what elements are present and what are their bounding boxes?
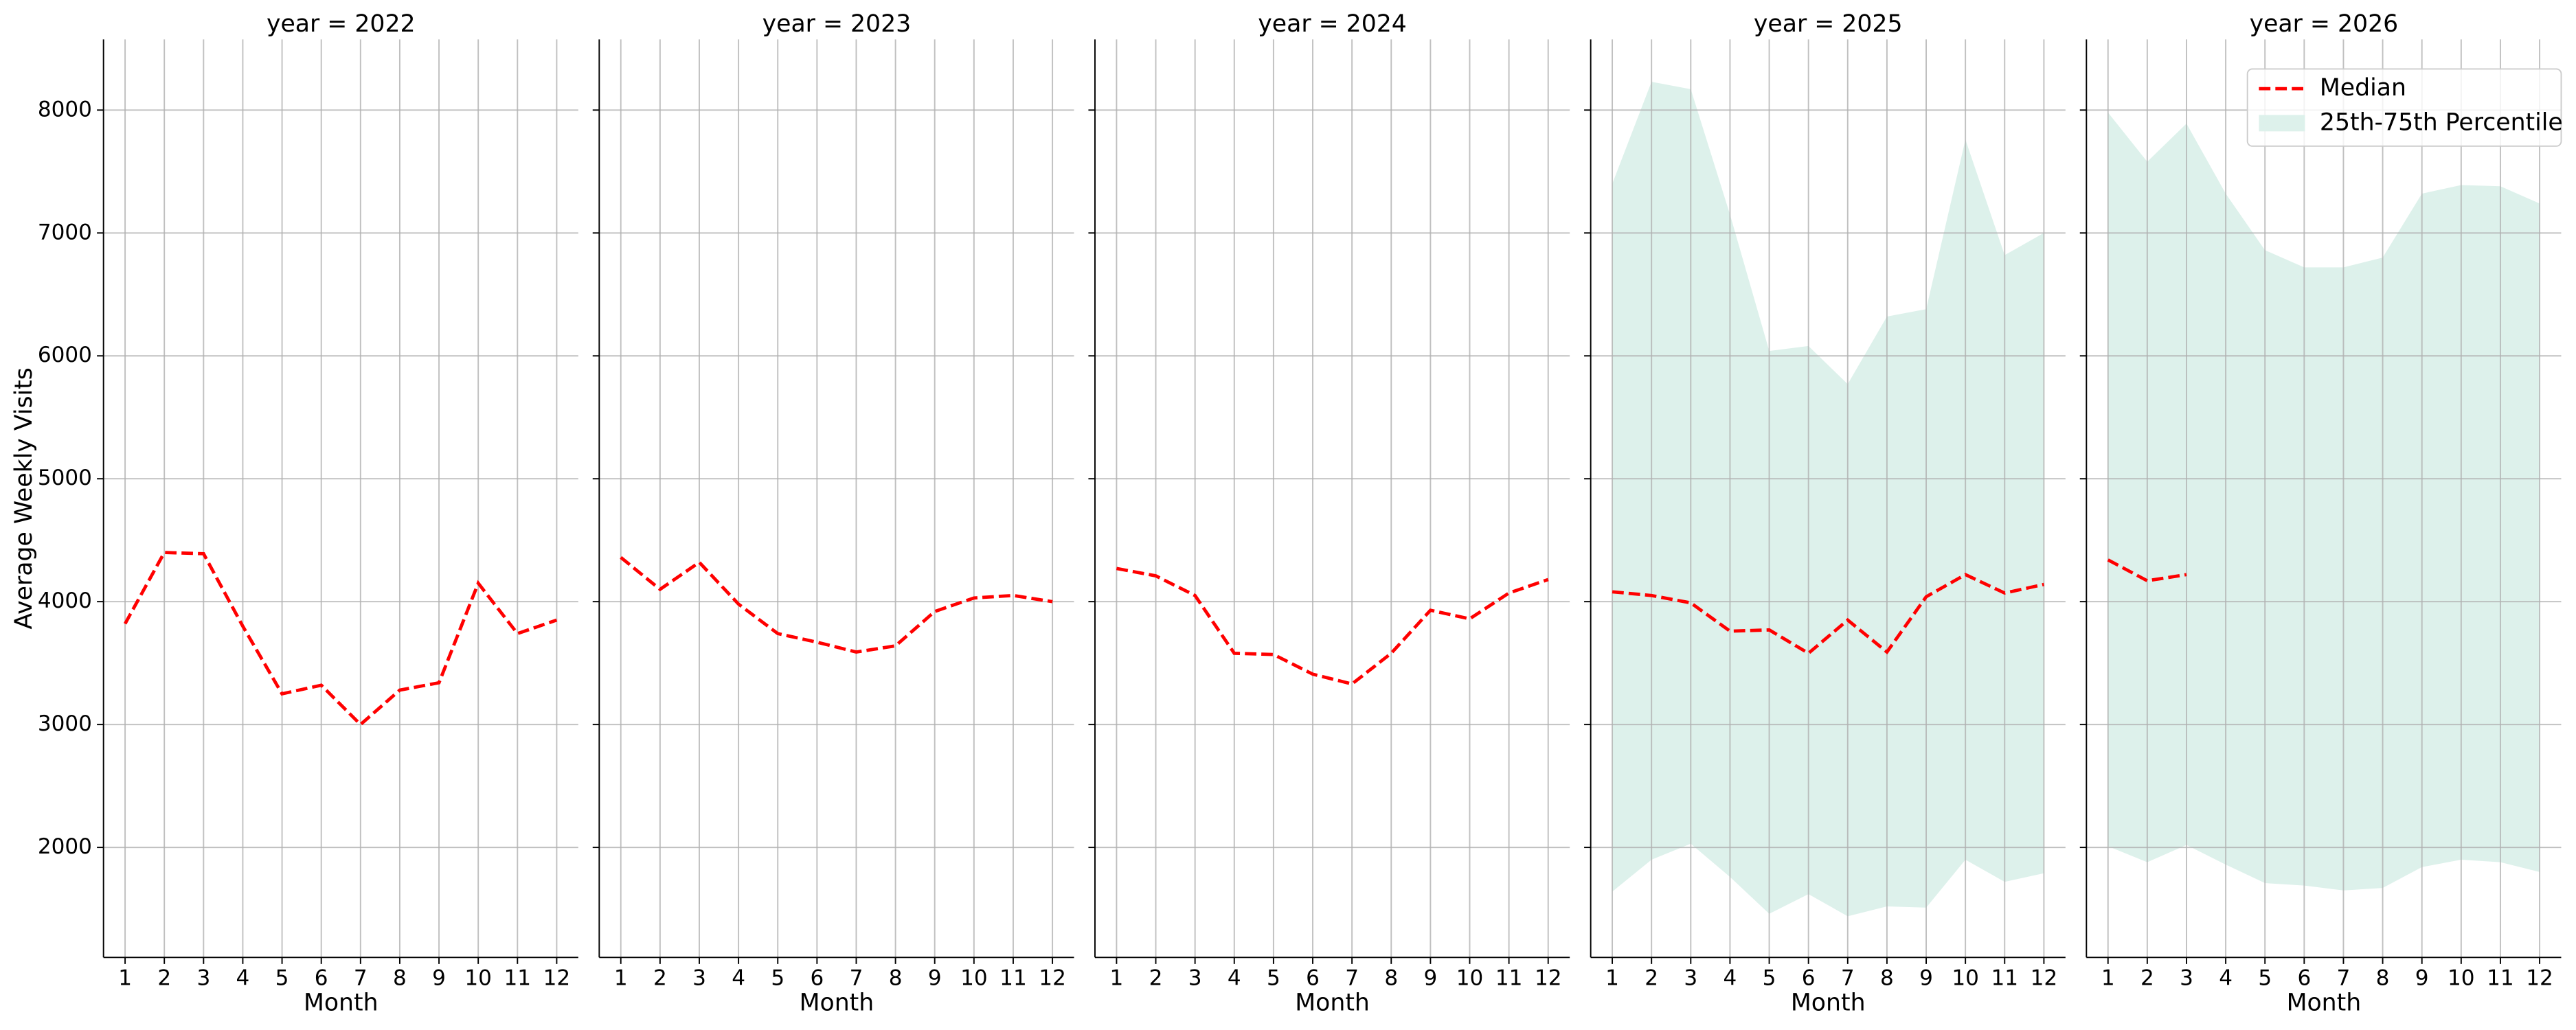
- median-line: [2107, 558, 2187, 583]
- x-tick-label: 12: [1535, 965, 1562, 990]
- x-tick-label: 7: [354, 965, 368, 990]
- x-tick-label: 10: [1456, 965, 1484, 990]
- x-tick-label: 3: [2180, 965, 2193, 990]
- median-line: [620, 556, 1053, 654]
- median-line: [1116, 566, 1549, 686]
- x-tick-label: 1: [1110, 965, 1124, 990]
- x-tick-label: 11: [1991, 965, 2019, 990]
- x-tick-label: 3: [196, 965, 210, 990]
- x-tick-label: 2: [1149, 965, 1163, 990]
- legend-box: [2246, 68, 2562, 147]
- x-tick-label: 8: [889, 965, 903, 990]
- x-axis-label: Month: [2287, 989, 2362, 1016]
- x-tick-label: 7: [1345, 965, 1359, 990]
- x-tick-label: 12: [2526, 965, 2553, 990]
- x-axis-label: Month: [1791, 989, 1866, 1016]
- percentile-band: [1612, 82, 2044, 917]
- x-tick-label: 8: [393, 965, 407, 990]
- percentile-band: [2108, 112, 2540, 891]
- x-tick-label: 6: [1802, 965, 1816, 990]
- x-tick-label: 12: [1039, 965, 1066, 990]
- x-axis-label: Month: [800, 989, 874, 1016]
- x-tick-label: 11: [999, 965, 1027, 990]
- x-tick-label: 1: [2101, 965, 2115, 990]
- median-line: [1612, 573, 2044, 656]
- x-tick-label: 7: [1841, 965, 1855, 990]
- x-tick-label: 5: [1267, 965, 1280, 990]
- x-tick-label: 11: [1495, 965, 1523, 990]
- x-tick-label: 4: [1228, 965, 1241, 990]
- x-tick-label: 2: [653, 965, 667, 990]
- legend-label: 25th-75th Percentile: [2320, 108, 2563, 136]
- y-tick-label: 2000: [38, 834, 92, 859]
- x-tick-label: 8: [1880, 965, 1894, 990]
- x-tick-label: 3: [1684, 965, 1697, 990]
- x-tick-label: 11: [504, 965, 532, 990]
- x-tick-label: 9: [1423, 965, 1437, 990]
- y-tick-label: 8000: [38, 97, 92, 122]
- x-tick-label: 2: [2140, 965, 2154, 990]
- y-tick-label: 7000: [38, 220, 92, 244]
- x-tick-label: 9: [2415, 965, 2429, 990]
- x-tick-label: 9: [432, 965, 446, 990]
- x-tick-label: 11: [2487, 965, 2514, 990]
- x-tick-label: 6: [2297, 965, 2311, 990]
- y-axis-label: Average Weekly Visits: [10, 367, 38, 629]
- x-tick-label: 10: [960, 965, 988, 990]
- x-tick-label: 1: [1605, 965, 1619, 990]
- x-tick-label: 12: [543, 965, 571, 990]
- x-tick-label: 2: [1645, 965, 1658, 990]
- legend-swatch: [2259, 115, 2305, 132]
- x-tick-label: 10: [1952, 965, 1979, 990]
- panel-title: year = 2022: [267, 10, 416, 38]
- x-tick-label: 4: [732, 965, 745, 990]
- panel-title: year = 2026: [2250, 10, 2399, 38]
- x-tick-label: 6: [810, 965, 824, 990]
- x-tick-label: 5: [1763, 965, 1776, 990]
- x-tick-label: 2: [157, 965, 171, 990]
- x-tick-label: 6: [315, 965, 328, 990]
- x-tick-label: 9: [928, 965, 942, 990]
- panel-title: year = 2023: [762, 10, 912, 38]
- x-tick-label: 7: [2337, 965, 2351, 990]
- y-tick-label: 3000: [38, 711, 92, 736]
- x-tick-label: 6: [1306, 965, 1320, 990]
- x-tick-label: 5: [2258, 965, 2272, 990]
- x-tick-label: 8: [2376, 965, 2390, 990]
- x-tick-label: 4: [1724, 965, 1737, 990]
- x-tick-label: 12: [2031, 965, 2058, 990]
- x-tick-label: 5: [771, 965, 784, 990]
- x-tick-label: 10: [2448, 965, 2475, 990]
- x-tick-label: 9: [1919, 965, 1933, 990]
- x-tick-label: 1: [614, 965, 628, 990]
- x-axis-label: Month: [304, 989, 379, 1016]
- x-tick-label: 7: [850, 965, 863, 990]
- y-tick-label: 5000: [38, 466, 92, 490]
- legend-label: Median: [2320, 74, 2406, 102]
- x-tick-label: 4: [236, 965, 250, 990]
- x-tick-label: 3: [692, 965, 706, 990]
- x-tick-label: 10: [464, 965, 492, 990]
- x-tick-label: 3: [1188, 965, 1202, 990]
- y-tick-label: 4000: [38, 588, 92, 613]
- x-tick-label: 5: [275, 965, 289, 990]
- y-tick-label: 6000: [38, 343, 92, 367]
- panel-title: year = 2025: [1754, 10, 1903, 38]
- x-tick-label: 1: [118, 965, 132, 990]
- median-line: [123, 551, 558, 727]
- x-tick-label: 8: [1384, 965, 1398, 990]
- panel: year = 2022 2000 3000 4000 5000 6000 7000 8000 1…: [10, 10, 578, 1016]
- panel-title: year = 2024: [1258, 10, 1407, 38]
- x-tick-label: 4: [2219, 965, 2233, 990]
- x-axis-label: Month: [1295, 989, 1370, 1016]
